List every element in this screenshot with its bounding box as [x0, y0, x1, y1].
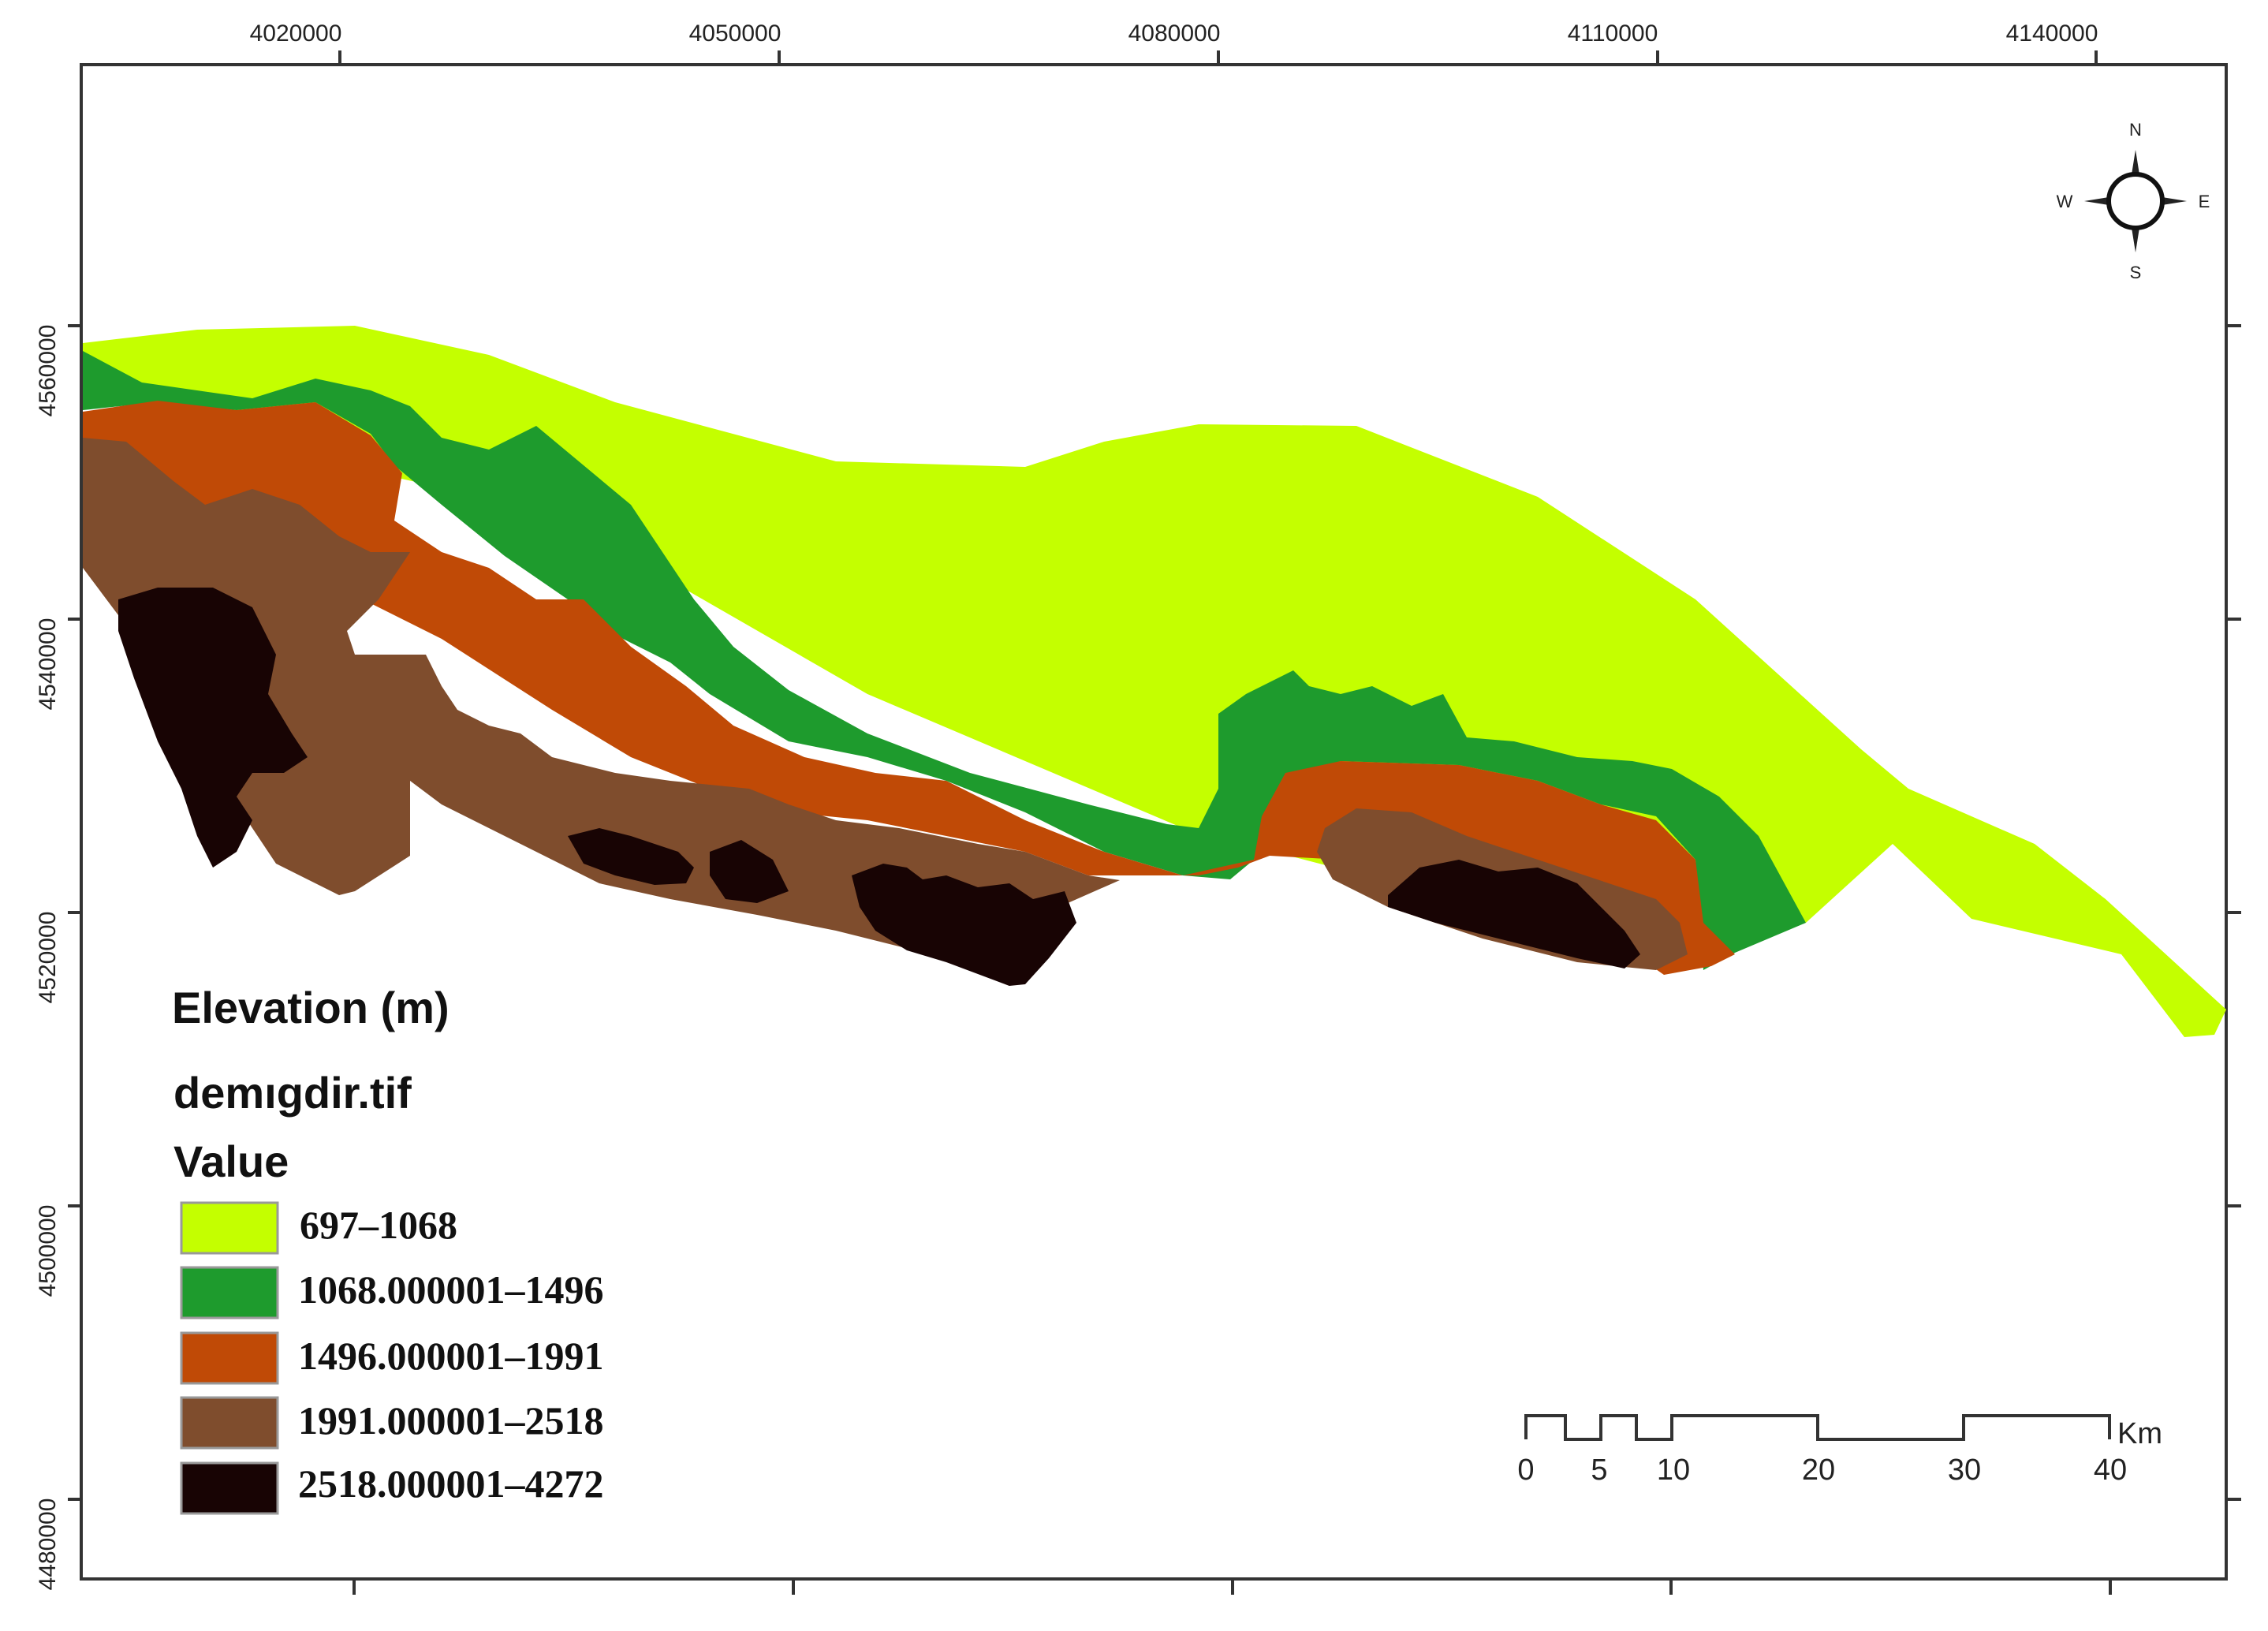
- scale-label-20: 20: [1802, 1454, 1835, 1487]
- scale-label-40: 40: [2094, 1454, 2127, 1487]
- scale-label-10: 10: [1657, 1454, 1690, 1487]
- compass-rose-icon: N S E W: [2057, 120, 2210, 282]
- scale-label-0: 0: [1517, 1454, 1534, 1487]
- compass-n-label: N: [2129, 120, 2142, 140]
- legend-swatch-3: [180, 1331, 279, 1385]
- elevation-zone-2518-4272-scatter-2: [710, 840, 789, 903]
- legend-swatch-2: [180, 1266, 279, 1319]
- elevation-zone-2518-4272-east: [1388, 860, 1640, 969]
- legend-swatch-5: [180, 1461, 279, 1515]
- y-ticks-left: [68, 324, 81, 1501]
- x-tick-label-5: 4140000: [2006, 21, 2098, 47]
- compass-w-label: W: [2057, 192, 2073, 211]
- x-tick-label-3: 4080000: [1128, 21, 1221, 47]
- compass-e-label: E: [2199, 192, 2210, 211]
- legend-label-3: 1496.000001–1991: [298, 1334, 604, 1378]
- x-ticks-bottom: [353, 1579, 2112, 1595]
- y-tick-label-5: 4480000: [35, 1499, 61, 1591]
- scale-unit-label: Km: [2117, 1417, 2162, 1450]
- elevation-zone-2518-4272-scatter-1: [568, 828, 694, 885]
- legend-label-1: 697–1068: [300, 1203, 457, 1247]
- legend-swatch-1: [180, 1201, 279, 1255]
- legend-title: Elevation (m): [172, 983, 449, 1032]
- y-tick-label-2: 4540000: [35, 618, 61, 711]
- x-tick-label-2: 4050000: [689, 21, 781, 47]
- x-tick-label-1: 4020000: [250, 21, 342, 47]
- y-tick-label-4: 4500000: [35, 1205, 61, 1297]
- elevation-raster: [83, 326, 2226, 1037]
- legend-field-name: Value: [173, 1136, 289, 1186]
- elevation-zone-1991-2518: [83, 438, 1120, 986]
- y-tick-label-1: 4560000: [35, 325, 61, 417]
- legend-layer-name: demıgdir.tif: [173, 1068, 412, 1118]
- compass-s-label: S: [2130, 263, 2142, 282]
- legend: Elevation (m) demıgdir.tif Value 697–106…: [172, 983, 604, 1515]
- elevation-zone-1068-1496: [83, 351, 1806, 970]
- scale-label-5: 5: [1591, 1454, 1607, 1487]
- x-ticks-top: [338, 50, 2098, 65]
- x-tick-label-4: 4110000: [1568, 21, 1658, 47]
- y-ticks-right: [2226, 324, 2241, 1501]
- legend-label-2: 1068.000001–1496: [298, 1267, 604, 1312]
- elevation-zone-2518-4272-west: [118, 588, 308, 868]
- elevation-zone-1496-1991: [83, 401, 1735, 975]
- legend-label-4: 1991.000001–2518: [298, 1398, 604, 1443]
- legend-swatch-4: [180, 1396, 279, 1450]
- y-tick-label-3: 4520000: [35, 912, 61, 1004]
- legend-label-5: 2518.000001–4272: [298, 1461, 604, 1506]
- scale-bar: 0 5 10 20 30 40 Km: [1517, 1414, 2162, 1487]
- scale-label-30: 30: [1948, 1454, 1981, 1487]
- elevation-zone-2518-4272-central: [852, 864, 1076, 986]
